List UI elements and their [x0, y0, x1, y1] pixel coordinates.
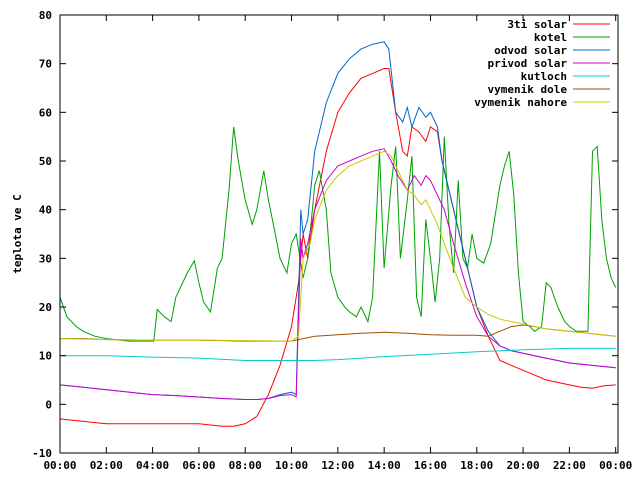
series-line-vymenik-nahore: [59, 150, 616, 342]
y-tick-label: 0: [45, 398, 52, 411]
y-axis-title: teplota ve C: [11, 194, 24, 273]
x-tick-label: 00:00: [43, 459, 76, 472]
x-tick-label: 22:00: [553, 459, 586, 472]
y-tick-label: 50: [39, 155, 52, 168]
y-tick-label: -10: [32, 447, 52, 460]
y-tick-label: 40: [39, 204, 52, 217]
x-tick-label: 02:00: [90, 459, 123, 472]
legend-label: kotel: [534, 31, 567, 44]
y-tick-label: 10: [39, 350, 52, 363]
legend-label: vymenik dole: [488, 83, 568, 96]
x-tick-label: 20:00: [507, 459, 540, 472]
legend-label: 3ti solar: [507, 18, 567, 31]
legend-label: odvod solar: [494, 44, 567, 57]
y-tick-label: 30: [39, 252, 52, 265]
legend-label: privod solar: [488, 57, 568, 70]
x-tick-label: 14:00: [368, 459, 401, 472]
y-tick-label: 70: [39, 58, 52, 71]
x-tick-label: 00:00: [599, 459, 632, 472]
x-tick-label: 04:00: [136, 459, 169, 472]
y-axis: -10 0 10 20 30 40 50 60 70 80: [32, 9, 618, 460]
series-line-3ti-solar: [59, 68, 616, 427]
x-tick-label: 12:00: [321, 459, 354, 472]
x-tick-label: 16:00: [414, 459, 447, 472]
series-lines: [59, 41, 617, 427]
series-line-vymenik-dole: [60, 324, 616, 342]
x-tick-label: 08:00: [229, 459, 262, 472]
x-tick-label: 10:00: [275, 459, 308, 472]
x-tick-label: 18:00: [460, 459, 493, 472]
series-line-kotel: [59, 126, 617, 342]
legend-label: kutloch: [521, 70, 567, 83]
plot-frame: [59, 14, 619, 454]
x-tick-label: 06:00: [182, 459, 215, 472]
x-axis: 00:00 02:00 04:00 06:00 08:00 10:00 12:00 14:00…: [43, 15, 632, 472]
y-tick-label: 60: [39, 106, 52, 119]
series-line-kutloch: [60, 347, 616, 361]
series-line-privod-solar: [59, 148, 616, 400]
y-tick-label: 20: [39, 301, 52, 314]
y-tick-label: 80: [39, 9, 52, 22]
legend-label: vymenik nahore: [474, 96, 567, 109]
